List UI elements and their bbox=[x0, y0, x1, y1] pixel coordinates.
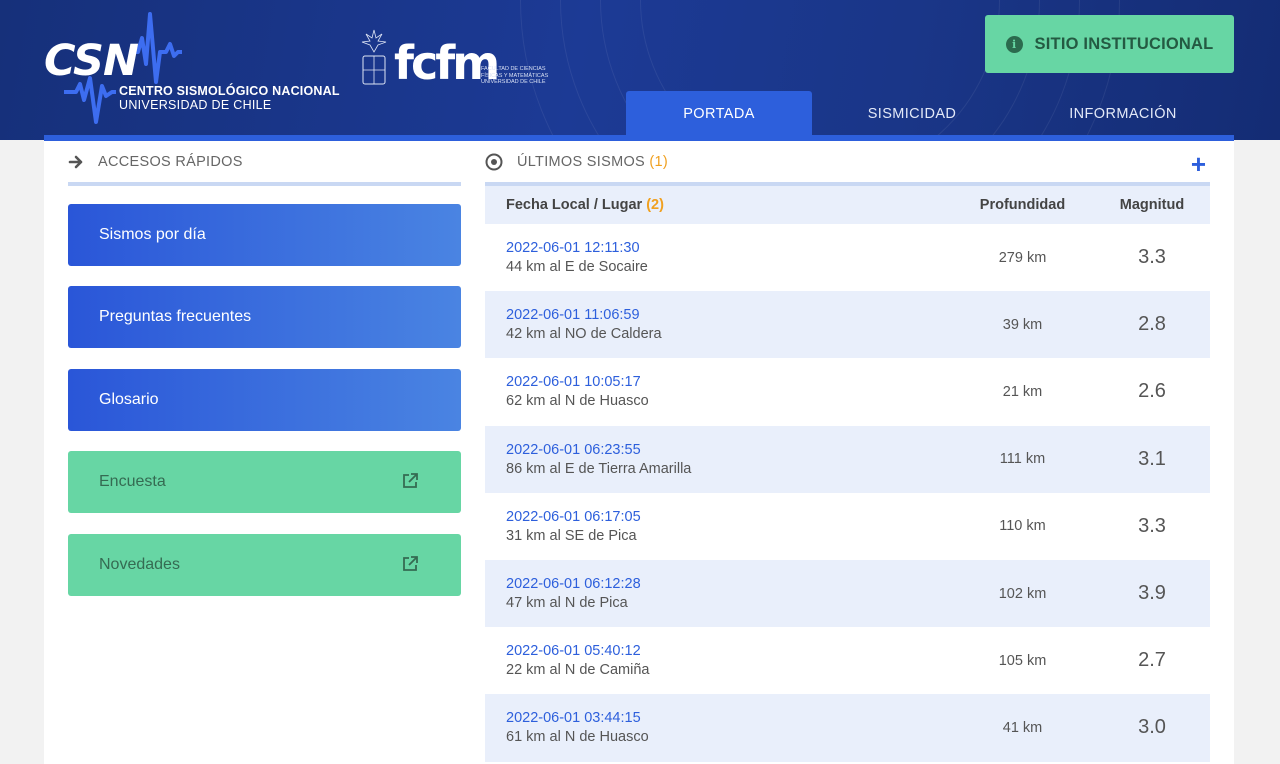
table-row[interactable]: 2022-06-01 12:11:30 44 km al E de Socaire… bbox=[485, 224, 1210, 291]
glosario-button[interactable]: Glosario bbox=[68, 369, 461, 431]
col-header-depth: Profundidad bbox=[979, 197, 1066, 213]
csn-name-line2: UNIVERSIDAD DE CHILE bbox=[119, 98, 272, 112]
quake-place: 42 km al NO de Caldera bbox=[506, 326, 662, 343]
quake-datetime-link[interactable]: 2022-06-01 03:44:15 bbox=[506, 710, 641, 727]
quake-magnitude: 2.6 bbox=[1138, 380, 1166, 403]
sismos-por-dia-button[interactable]: Sismos por día bbox=[68, 204, 461, 266]
main-nav: PORTADA SISMICIDAD INFORMACIÓN bbox=[626, 91, 1234, 136]
table-row[interactable]: 2022-06-01 05:40:12 22 km al N de Camiña … bbox=[485, 627, 1210, 694]
quake-datetime-link[interactable]: 2022-06-01 06:23:55 bbox=[506, 441, 641, 458]
quake-place: 86 km al E de Tierra Amarilla bbox=[506, 460, 692, 477]
quake-magnitude: 3.1 bbox=[1138, 447, 1166, 470]
quake-datetime-link[interactable]: 2022-06-01 11:06:59 bbox=[506, 307, 640, 324]
quake-depth: 41 km bbox=[1002, 719, 1043, 736]
preguntas-frecuentes-label: Preguntas frecuentes bbox=[99, 308, 252, 325]
quake-place: 22 km al N de Camiña bbox=[506, 662, 650, 679]
quake-datetime-link[interactable]: 2022-06-01 12:11:30 bbox=[506, 240, 640, 257]
csn-logo[interactable]: CSN CENTRO SISMOLÓGICO NACIONAL UNIVERSI… bbox=[42, 12, 342, 127]
quake-datetime-link[interactable]: 2022-06-01 06:17:05 bbox=[506, 508, 641, 525]
quake-magnitude: 2.7 bbox=[1138, 649, 1166, 672]
quake-depth: 39 km bbox=[1002, 316, 1043, 333]
table-row[interactable]: 2022-06-01 06:17:05 31 km al SE de Pica 1… bbox=[485, 493, 1210, 560]
site-header: CSN CENTRO SISMOLÓGICO NACIONAL UNIVERSI… bbox=[0, 0, 1280, 140]
col-header-place: Fecha Local / Lugar (2) bbox=[485, 197, 951, 213]
col-header-magnitude: Magnitud bbox=[1119, 197, 1185, 213]
university-crest-icon bbox=[361, 29, 387, 85]
external-link-icon bbox=[403, 556, 418, 571]
glosario-label: Glosario bbox=[99, 391, 159, 408]
col-header-place-note: (2) bbox=[646, 197, 664, 213]
table-row[interactable]: 2022-06-01 10:05:17 62 km al N de Huasco … bbox=[485, 358, 1210, 425]
table-row[interactable]: 2022-06-01 06:12:28 47 km al N de Pica 10… bbox=[485, 559, 1210, 628]
tab-sismicidad[interactable]: SISMICIDAD bbox=[867, 105, 957, 122]
target-icon bbox=[485, 153, 503, 170]
table-row[interactable]: 2022-06-01 06:23:55 86 km al E de Tierra … bbox=[485, 425, 1210, 493]
table-row[interactable]: 2022-06-01 03:44:15 61 km al N de Huasco … bbox=[485, 694, 1210, 762]
quake-datetime-link[interactable]: 2022-06-01 06:12:28 bbox=[506, 576, 641, 593]
encuesta-button[interactable]: Encuesta bbox=[68, 451, 461, 513]
quake-datetime-link[interactable]: 2022-06-01 10:05:17 bbox=[506, 374, 641, 391]
csn-name-line1: CENTRO SISMOLÓGICO NACIONAL bbox=[119, 84, 340, 98]
main-panel: ACCESOS RÁPIDOS Sismos por día Preguntas… bbox=[44, 141, 1234, 764]
quick-access-title: ACCESOS RÁPIDOS bbox=[98, 153, 243, 170]
encuesta-label: Encuesta bbox=[99, 473, 166, 490]
quake-place: 62 km al N de Huasco bbox=[506, 393, 649, 410]
quake-depth: 21 km bbox=[1002, 383, 1043, 400]
latest-quakes-title: ÚLTIMOS SISMOS (1) bbox=[517, 154, 668, 170]
quake-depth: 105 km bbox=[998, 652, 1047, 669]
novedades-label: Novedades bbox=[99, 556, 180, 573]
tab-informacion[interactable]: INFORMACIÓN bbox=[1069, 105, 1177, 122]
fcfm-subtitle: FACULTAD DE CIENCIAS FÍSICAS Y MATEMÁTIC… bbox=[481, 66, 549, 85]
quake-depth: 111 km bbox=[999, 451, 1046, 468]
quake-datetime-link[interactable]: 2022-06-01 05:40:12 bbox=[506, 643, 641, 660]
quake-magnitude: 2.8 bbox=[1138, 313, 1166, 336]
quake-place: 47 km al N de Pica bbox=[506, 595, 628, 612]
external-link-icon bbox=[403, 473, 418, 488]
latest-quakes-header: ÚLTIMOS SISMOS (1) + bbox=[485, 141, 1210, 186]
quick-access-header: ACCESOS RÁPIDOS bbox=[68, 141, 461, 186]
sismos-por-dia-label: Sismos por día bbox=[99, 226, 206, 243]
seismic-wave-icon bbox=[64, 12, 182, 124]
quake-magnitude: 3.3 bbox=[1138, 246, 1166, 269]
institutional-site-button[interactable]: i SITIO INSTITUCIONAL bbox=[985, 15, 1234, 73]
table-row[interactable]: 2022-06-01 11:06:59 42 km al NO de Calder… bbox=[485, 291, 1210, 359]
quick-access-section: ACCESOS RÁPIDOS Sismos por día Preguntas… bbox=[68, 141, 461, 596]
nav-underline bbox=[44, 135, 1234, 141]
quake-depth: 279 km bbox=[998, 249, 1047, 266]
latest-quakes-note: (1) bbox=[649, 153, 668, 170]
quake-depth: 102 km bbox=[998, 585, 1047, 602]
preguntas-frecuentes-button[interactable]: Preguntas frecuentes bbox=[68, 286, 461, 348]
quake-magnitude: 3.9 bbox=[1138, 582, 1166, 605]
institutional-site-label: SITIO INSTITUCIONAL bbox=[1034, 34, 1214, 53]
quake-magnitude: 3.3 bbox=[1138, 514, 1166, 537]
quake-place: 61 km al N de Huasco bbox=[506, 729, 649, 746]
quake-depth: 110 km bbox=[999, 518, 1046, 535]
quake-magnitude: 3.0 bbox=[1138, 716, 1166, 739]
novedades-button[interactable]: Novedades bbox=[68, 534, 461, 596]
csn-abbr: CSN bbox=[44, 36, 139, 86]
table-header: Fecha Local / Lugar (2) Profundidad Magn… bbox=[485, 186, 1210, 224]
arrow-right-icon bbox=[68, 155, 83, 168]
fcfm-wordmark: fcfm bbox=[394, 36, 500, 90]
more-quakes-plus-icon[interactable]: + bbox=[1190, 149, 1206, 179]
fcfm-logo[interactable]: fcfm FACULTAD DE CIENCIAS FÍSICAS Y MATE… bbox=[360, 28, 560, 98]
col-header-place-text: Fecha Local / Lugar bbox=[506, 197, 643, 213]
latest-quakes-section: ÚLTIMOS SISMOS (1) + Fecha Local / Lugar… bbox=[485, 141, 1210, 762]
quake-place: 44 km al E de Socaire bbox=[506, 259, 648, 276]
info-icon: i bbox=[1005, 35, 1023, 53]
latest-quakes-title-text: ÚLTIMOS SISMOS bbox=[517, 153, 646, 170]
quake-place: 31 km al SE de Pica bbox=[506, 527, 637, 544]
tab-portada[interactable]: PORTADA bbox=[626, 91, 812, 136]
